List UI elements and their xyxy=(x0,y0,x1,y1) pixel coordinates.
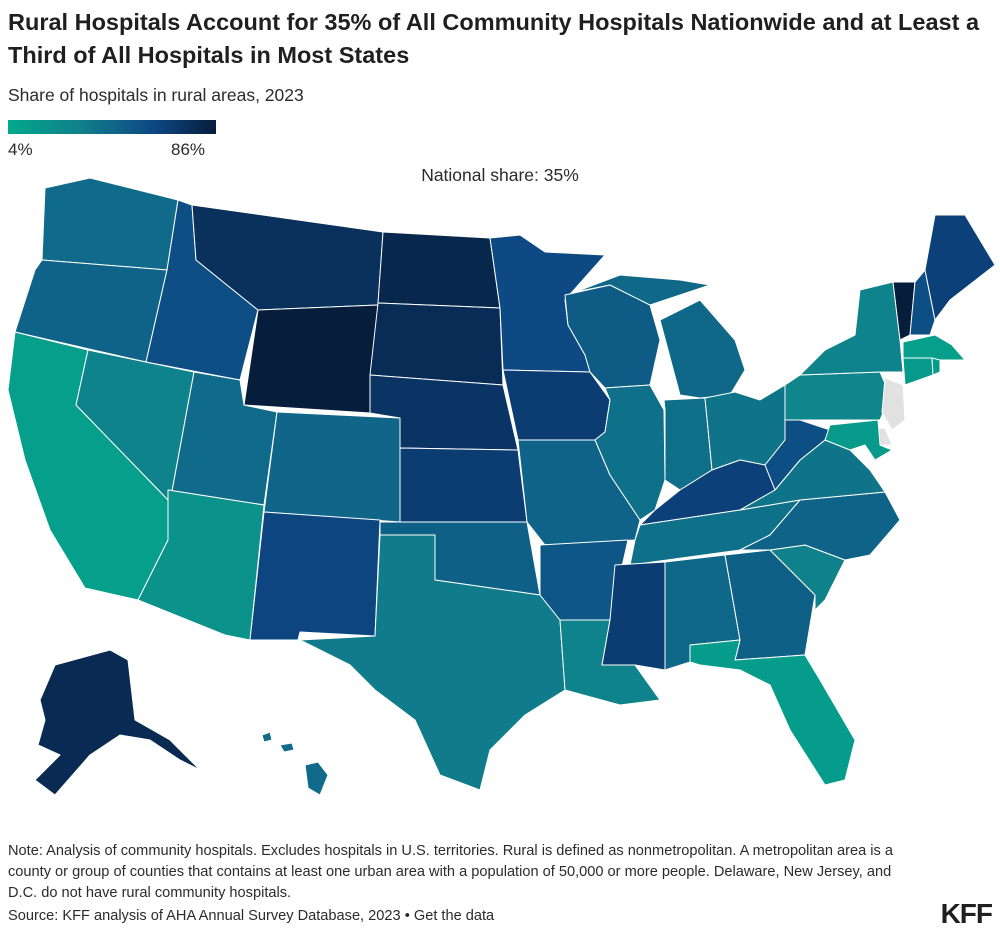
state-alaska[interactable] xyxy=(34,649,201,796)
legend-gradient-bar xyxy=(8,120,216,134)
state-maine[interactable] xyxy=(924,214,996,321)
kff-logo: KFF xyxy=(940,898,993,929)
note-text: Note: Analysis of community hospitals. E… xyxy=(8,843,893,901)
state-colorado[interactable] xyxy=(263,411,401,523)
state-rhode-island[interactable] xyxy=(931,357,941,376)
state-north-carolina[interactable] xyxy=(739,491,901,561)
state-texas[interactable] xyxy=(299,534,566,791)
state-wyoming[interactable] xyxy=(243,304,379,414)
legend-max-label: 86% xyxy=(171,140,206,159)
us-choropleth-map xyxy=(7,177,996,796)
state-massachusetts[interactable] xyxy=(902,334,966,361)
state-michigan[interactable] xyxy=(574,274,746,399)
state-washington[interactable] xyxy=(41,177,179,271)
state-new-york[interactable] xyxy=(799,281,904,376)
state-hawaii[interactable] xyxy=(261,731,329,796)
state-arizona[interactable] xyxy=(137,489,265,641)
state-connecticut[interactable] xyxy=(902,357,934,386)
national-share-label: National share: 35% xyxy=(421,165,579,185)
state-south-dakota[interactable] xyxy=(369,302,504,386)
state-new-jersey[interactable] xyxy=(881,377,906,431)
state-iowa[interactable] xyxy=(502,369,611,441)
state-oregon[interactable] xyxy=(14,259,168,363)
state-kansas[interactable] xyxy=(399,447,528,523)
state-pennsylvania[interactable] xyxy=(784,371,891,421)
state-north-dakota[interactable] xyxy=(377,231,501,309)
chart-subtitle: Share of hospitals in rural areas, 2023 xyxy=(8,85,304,105)
state-new-hampshire[interactable] xyxy=(909,269,936,336)
state-maryland[interactable] xyxy=(824,419,893,461)
chart-title: Rural Hospitals Account for 35% of All C… xyxy=(8,9,980,68)
state-florida[interactable] xyxy=(689,639,856,786)
state-illinois[interactable] xyxy=(594,384,666,521)
source-text[interactable]: Source: KFF analysis of AHA Annual Surve… xyxy=(8,908,495,924)
legend-min-label: 4% xyxy=(8,140,33,159)
state-new-mexico[interactable] xyxy=(249,511,381,641)
